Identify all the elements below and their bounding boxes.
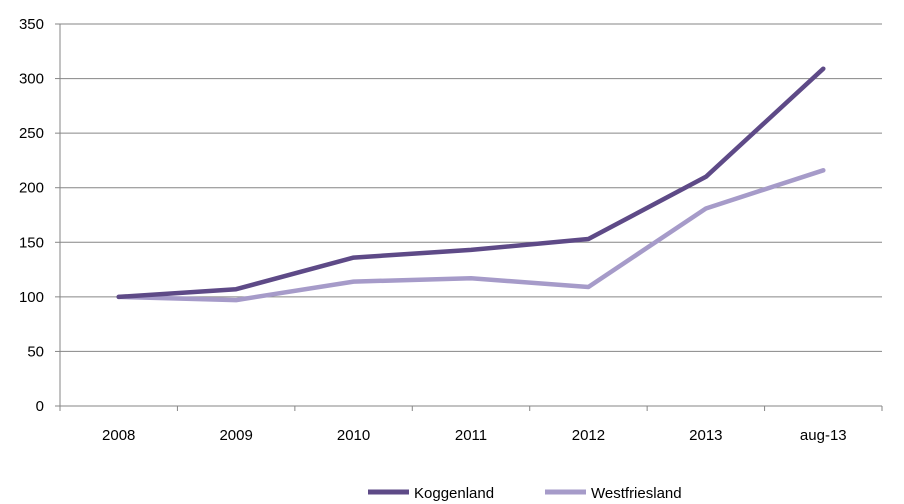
y-tick-label: 200 [19, 180, 44, 197]
y-tick-label: 150 [19, 234, 44, 251]
x-axis-ticks: 2008 2009 2010 2011 2012 2013 aug-13 [59, 406, 883, 444]
legend-label: Koggenland [414, 485, 494, 502]
x-tick-label: 2012 [572, 427, 605, 444]
gridlines [60, 23, 882, 352]
axes [59, 24, 882, 407]
y-tick-label: 50 [27, 343, 44, 360]
x-tick-label: 2013 [689, 427, 722, 444]
x-tick-label: 2011 [455, 427, 487, 444]
legend-label: Westfriesland [591, 485, 682, 502]
legend: Koggenland Westfriesland [368, 485, 682, 502]
y-tick-label: 300 [19, 71, 44, 88]
series-line [116, 168, 826, 303]
x-tick-label: 2008 [102, 427, 135, 444]
y-tick-label: 250 [19, 125, 44, 142]
x-tick-label: aug-13 [800, 427, 847, 444]
y-tick-label: 350 [19, 16, 44, 33]
y-axis-ticks: 0 50 100 150 200 250 300 350 [19, 16, 60, 415]
y-tick-label: 0 [36, 398, 44, 415]
series-line [116, 66, 826, 300]
x-tick-label: 2010 [337, 427, 370, 444]
series-lines [116, 66, 826, 303]
x-tick-label: 2009 [219, 427, 252, 444]
y-tick-label: 100 [19, 289, 44, 306]
